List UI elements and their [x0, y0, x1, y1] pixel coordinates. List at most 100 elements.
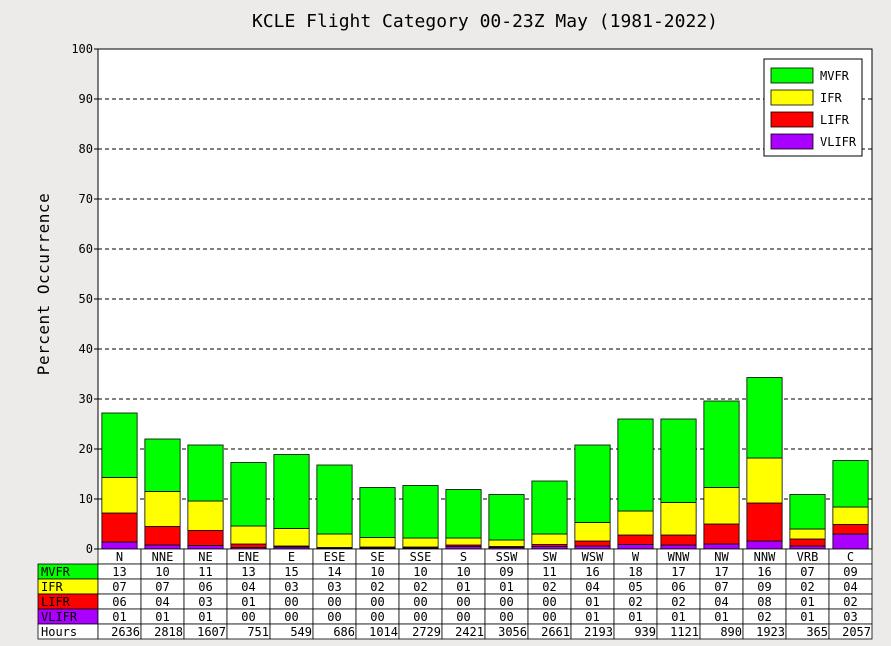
bar-segment-ifr — [531, 533, 568, 545]
bar-segment-mvfr — [316, 464, 353, 535]
table-value: 07 — [714, 580, 728, 594]
bar-segment-ifr — [660, 502, 697, 536]
x-tick-label: S — [460, 550, 467, 564]
table-value: 13 — [112, 565, 126, 579]
table-value: 01 — [585, 595, 599, 609]
bar-segment-mvfr — [746, 377, 783, 459]
table-value: 08 — [757, 595, 771, 609]
chart-title: KCLE Flight Category 00-23Z May (1981-20… — [252, 11, 718, 32]
y-tick-label: 70 — [79, 192, 93, 206]
hours-value: 365 — [806, 625, 828, 639]
table-value: 16 — [757, 565, 771, 579]
y-axis-label: Percent Occurrence — [34, 193, 53, 375]
x-tick-label: WSW — [582, 550, 604, 564]
table-value: 04 — [714, 595, 728, 609]
table-value: 18 — [628, 565, 642, 579]
hours-value: 1607 — [197, 625, 226, 639]
bar-segment-ifr — [273, 528, 310, 547]
table-value: 00 — [413, 595, 427, 609]
x-tick-label: SSE — [410, 550, 432, 564]
table-value: 01 — [499, 580, 513, 594]
bar-segment-ifr — [402, 537, 439, 548]
hours-value: 1121 — [670, 625, 699, 639]
table-value: 02 — [542, 580, 556, 594]
bar-segment-ifr — [703, 487, 740, 525]
table-value: 13 — [241, 565, 255, 579]
y-tick-label: 80 — [79, 142, 93, 156]
bar-segment-mvfr — [144, 438, 181, 492]
x-tick-label: NW — [714, 550, 729, 564]
bar-segment-ifr — [445, 537, 482, 546]
bar-segment-mvfr — [402, 485, 439, 539]
bar-segment-mvfr — [230, 462, 267, 527]
table-value: 00 — [241, 610, 255, 624]
table-value: 05 — [628, 580, 642, 594]
bar-segment-ifr — [187, 500, 224, 531]
table-value: 04 — [241, 580, 255, 594]
y-tick-label: 40 — [79, 342, 93, 356]
bar-segment-mvfr — [101, 412, 138, 478]
hours-value: 2818 — [154, 625, 183, 639]
bar-segment-vlifr — [832, 533, 869, 550]
table-value: 01 — [671, 610, 685, 624]
bar-segment-mvfr — [789, 494, 826, 530]
hours-value: 2636 — [111, 625, 140, 639]
legend-swatch — [770, 67, 814, 84]
table-value: 11 — [542, 565, 556, 579]
hours-value: 2729 — [412, 625, 441, 639]
table-row-label: Hours — [41, 625, 77, 639]
table-value: 04 — [843, 580, 857, 594]
table-value: 04 — [585, 580, 599, 594]
y-tick-label: 20 — [79, 442, 93, 456]
bar-segment-ifr — [617, 510, 654, 536]
table-value: 00 — [456, 610, 470, 624]
bar-segment-lifr — [660, 534, 697, 546]
x-tick-label: SSW — [496, 550, 518, 564]
table-value: 10 — [456, 565, 470, 579]
table-value: 01 — [800, 610, 814, 624]
hours-value: 751 — [247, 625, 269, 639]
hours-value: 1014 — [369, 625, 398, 639]
y-tick-label: 0 — [86, 542, 93, 556]
table-value: 01 — [585, 610, 599, 624]
legend: MVFR IFR LIFR VLIFR — [763, 58, 863, 157]
bar-segment-ifr — [746, 457, 783, 504]
table-cell — [828, 623, 873, 640]
table-value: 02 — [757, 610, 771, 624]
hours-value: 686 — [333, 625, 355, 639]
hours-value: 890 — [720, 625, 742, 639]
bar-segment-mvfr — [531, 480, 568, 535]
table-value: 00 — [284, 595, 298, 609]
bar-segment-mvfr — [187, 444, 224, 502]
data-table: N NNE NE ENE E ESE SE SSE S SSW SW WSW W WNW NW NNW VRB C… — [37, 548, 873, 640]
table-value: 00 — [499, 610, 513, 624]
x-tick-label: N — [116, 550, 123, 564]
legend-swatch — [770, 133, 814, 150]
x-tick-label: W — [632, 550, 640, 564]
hours-value: 2193 — [584, 625, 613, 639]
bar-segment-vlifr — [617, 544, 654, 550]
bar-segment-ifr — [789, 528, 826, 540]
table-value: 09 — [499, 565, 513, 579]
legend-label: IFR — [820, 91, 842, 105]
legend-swatch — [770, 89, 814, 106]
bar-segment-lifr — [144, 526, 181, 546]
bar-segment-vlifr — [703, 543, 740, 550]
bar-segment-lifr — [703, 523, 740, 545]
y-tick-label: 10 — [79, 492, 93, 506]
bar-segment-lifr — [789, 538, 826, 547]
table-value: 00 — [413, 610, 427, 624]
table-value: 11 — [198, 565, 212, 579]
bar-segment-ifr — [316, 533, 353, 548]
x-tick-label: NNW — [754, 550, 776, 564]
bar-segment-ifr — [359, 537, 396, 548]
table-value: 01 — [714, 610, 728, 624]
bar-segment-mvfr — [574, 444, 611, 523]
table-row-label: VLIFR — [41, 610, 78, 624]
x-tick-label: WNW — [668, 550, 690, 564]
bar-segment-ifr — [230, 525, 267, 545]
table-value: 01 — [112, 610, 126, 624]
table-value: 09 — [843, 565, 857, 579]
bar-segment-vlifr — [101, 541, 138, 550]
table-value: 03 — [198, 595, 212, 609]
